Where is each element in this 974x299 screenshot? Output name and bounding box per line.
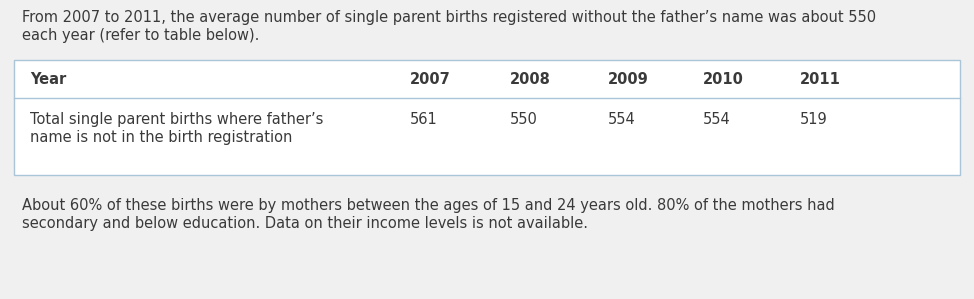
Text: About 60% of these births were by mothers between the ages of 15 and 24 years ol: About 60% of these births were by mother… <box>22 198 835 213</box>
Text: secondary and below education. Data on their income levels is not available.: secondary and below education. Data on t… <box>22 216 588 231</box>
Bar <box>14 60 960 175</box>
Text: 2008: 2008 <box>510 72 551 87</box>
Text: 519: 519 <box>800 112 828 127</box>
Text: name is not in the birth registration: name is not in the birth registration <box>30 130 292 145</box>
Text: 561: 561 <box>410 112 437 127</box>
Text: 2009: 2009 <box>608 72 649 87</box>
Text: From 2007 to 2011, the average number of single parent births registered without: From 2007 to 2011, the average number of… <box>22 10 877 25</box>
Text: 554: 554 <box>703 112 730 127</box>
Text: 554: 554 <box>608 112 636 127</box>
Text: 2007: 2007 <box>410 72 451 87</box>
Text: 2010: 2010 <box>703 72 744 87</box>
Text: Year: Year <box>30 72 66 87</box>
Text: 2011: 2011 <box>800 72 841 87</box>
Text: Total single parent births where father’s: Total single parent births where father’… <box>30 112 323 127</box>
Text: each year (refer to table below).: each year (refer to table below). <box>22 28 259 43</box>
Text: 550: 550 <box>510 112 538 127</box>
